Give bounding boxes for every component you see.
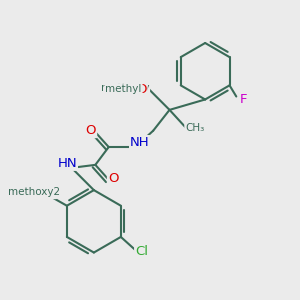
Text: O: O — [108, 172, 119, 185]
Text: NH: NH — [130, 136, 150, 149]
Text: methoxy: methoxy — [104, 82, 149, 93]
Text: methoxy: methoxy — [101, 82, 146, 93]
Text: CH₃: CH₃ — [185, 123, 204, 133]
Text: methyl: methyl — [105, 84, 142, 94]
Text: Cl: Cl — [135, 245, 148, 258]
Text: F: F — [240, 93, 247, 106]
Text: O: O — [46, 185, 56, 198]
Text: O: O — [85, 124, 96, 137]
Text: HN: HN — [57, 157, 77, 170]
Text: methoxy2: methoxy2 — [8, 187, 61, 196]
Text: O: O — [136, 82, 147, 96]
Text: O: O — [136, 81, 147, 94]
